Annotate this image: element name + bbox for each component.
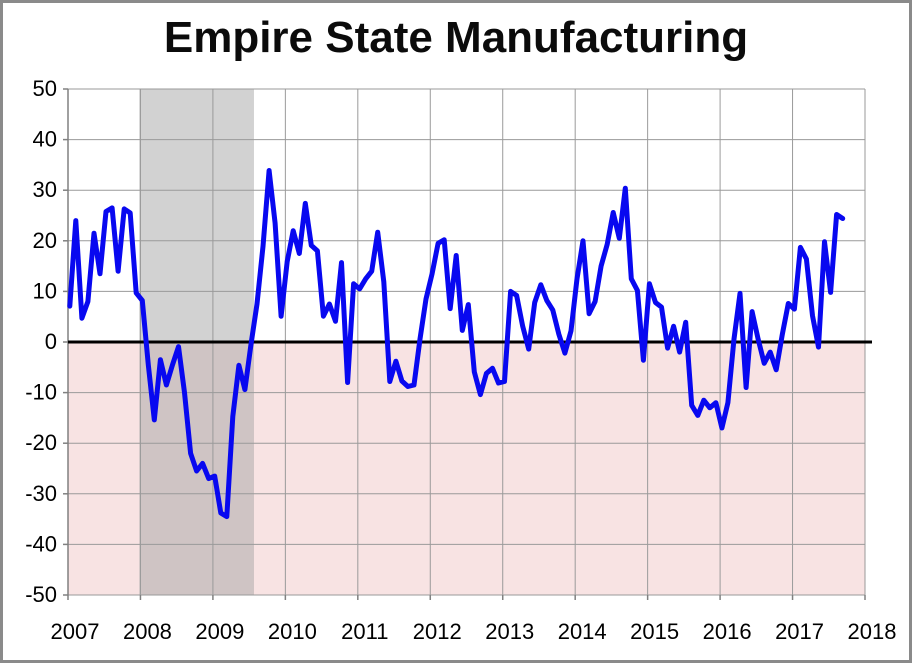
x-tick-label: 2009 bbox=[195, 619, 244, 644]
y-tick-label: 30 bbox=[33, 177, 57, 202]
x-tick-label: 2016 bbox=[703, 619, 752, 644]
x-tick-label: 2015 bbox=[630, 619, 679, 644]
y-tick-label: -30 bbox=[25, 481, 57, 506]
y-tick-label: 40 bbox=[33, 127, 57, 152]
y-tick-label: 20 bbox=[33, 228, 57, 253]
y-tick-label: -20 bbox=[25, 430, 57, 455]
x-tick-label: 2014 bbox=[558, 619, 607, 644]
x-tick-label: 2012 bbox=[413, 619, 462, 644]
y-tick-label: 50 bbox=[33, 76, 57, 101]
x-tick-label: 2017 bbox=[775, 619, 824, 644]
x-tick-label: 2013 bbox=[485, 619, 534, 644]
chart-title: Empire State Manufacturing bbox=[163, 13, 749, 62]
x-tick-label: 2018 bbox=[848, 619, 897, 644]
data-line bbox=[67, 168, 846, 520]
x-tick-label: 2007 bbox=[51, 619, 100, 644]
y-tick-label: 10 bbox=[33, 278, 57, 303]
x-tick-label: 2011 bbox=[341, 619, 388, 644]
y-tick-label: -10 bbox=[25, 380, 57, 405]
y-tick-label: 0 bbox=[45, 329, 57, 354]
x-tick-label: 2008 bbox=[123, 619, 172, 644]
y-tick-label: -50 bbox=[25, 582, 57, 607]
y-tick-label: -40 bbox=[25, 531, 57, 556]
x-tick-label: 2010 bbox=[268, 619, 317, 644]
